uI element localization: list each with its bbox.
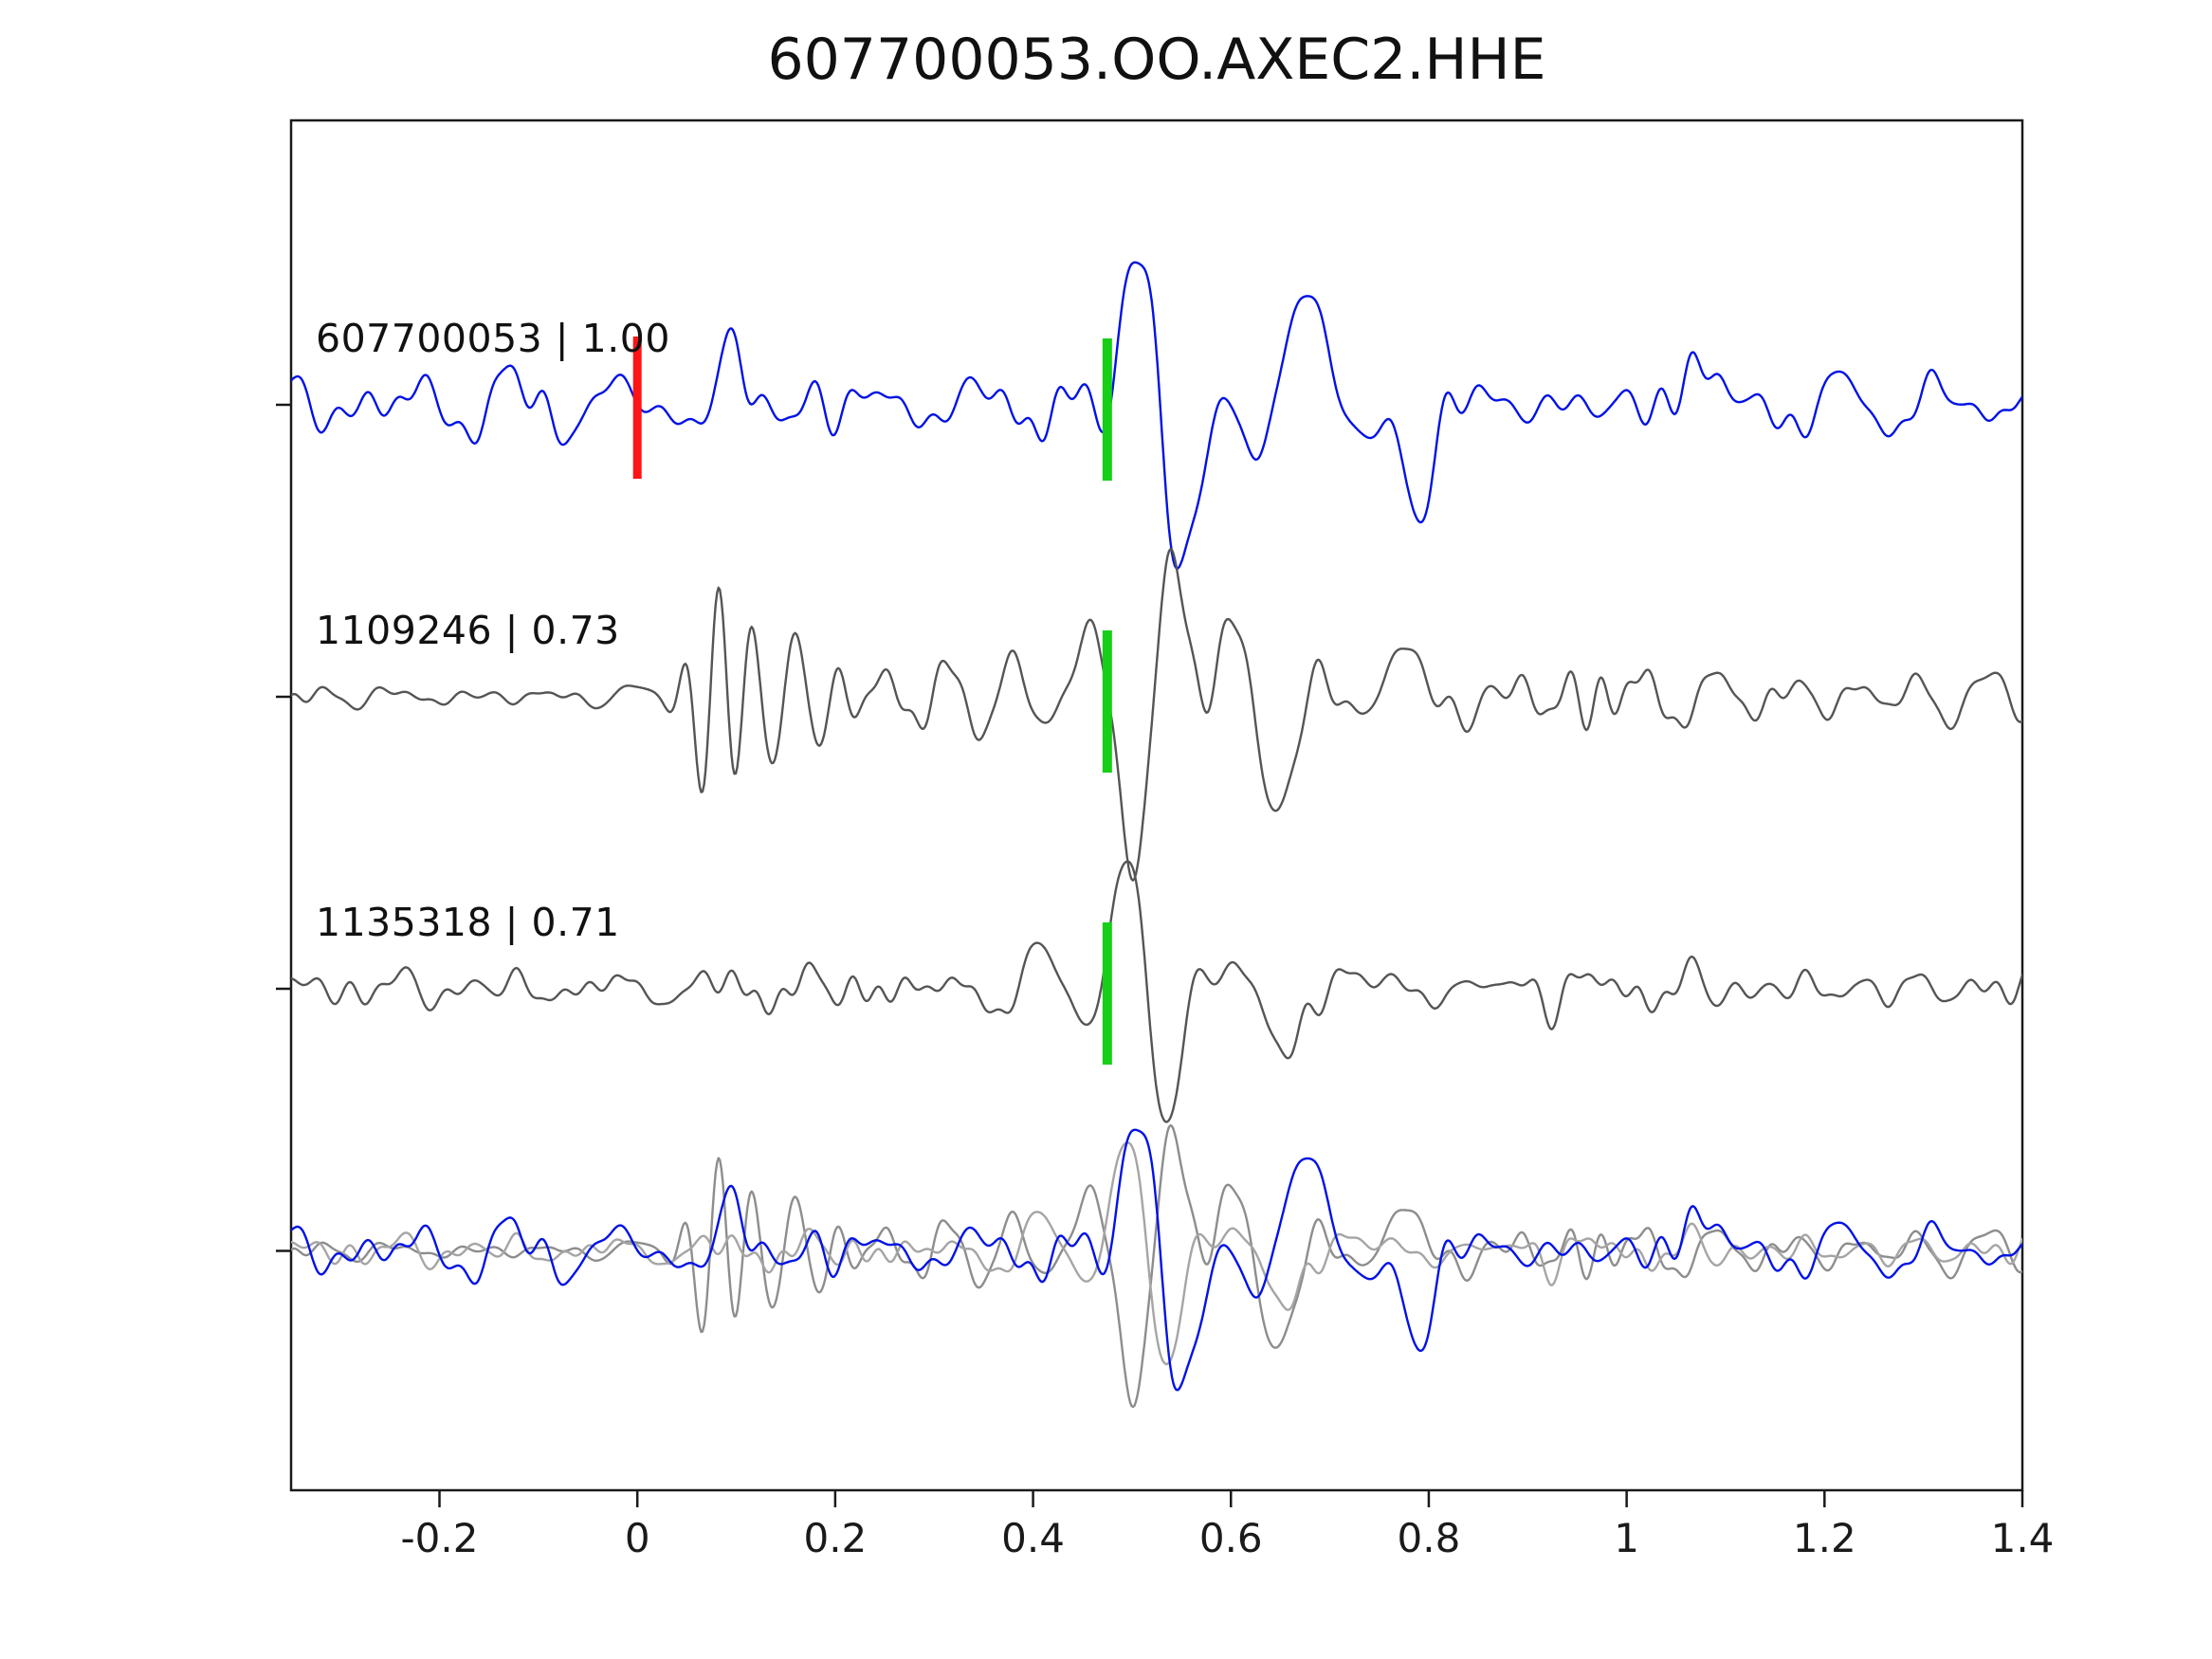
overlay-trace-line-1109246	[291, 1123, 2022, 1409]
trace-line-1109246	[291, 548, 2022, 882]
plot-border	[289, 118, 2024, 1492]
chart-title: 607700053.OO.AXEC2.HHE	[767, 27, 1546, 93]
x-axis-tick-label: 1	[1614, 1515, 1639, 1561]
trace-line-607700053	[291, 261, 2022, 570]
x-axis-tick-label: -0.2	[401, 1515, 479, 1561]
x-axis-tick-label: 1.2	[1793, 1515, 1856, 1561]
overlay-trace-line-1135318	[291, 1141, 2022, 1366]
overlay-trace-line-607700053	[291, 1128, 2022, 1392]
trace-area	[291, 261, 2022, 1409]
x-axis-tick-label: 0.8	[1398, 1515, 1461, 1561]
x-axis-tick-label: 0.6	[1199, 1515, 1263, 1561]
x-axis-tick-label: 0	[625, 1515, 650, 1561]
trace-label-reference: 607700053 | 1.00	[316, 316, 670, 361]
trace-label-match-2: 1135318 | 0.71	[316, 900, 620, 945]
x-axis-tick-label: 1.4	[1991, 1515, 2055, 1561]
x-axis-tick-label: 0.4	[1001, 1515, 1065, 1561]
trace-label-match-1: 1109246 | 0.73	[316, 608, 620, 653]
trace-line-1135318	[291, 860, 2022, 1123]
x-axis-tick-label: 0.2	[803, 1515, 867, 1561]
